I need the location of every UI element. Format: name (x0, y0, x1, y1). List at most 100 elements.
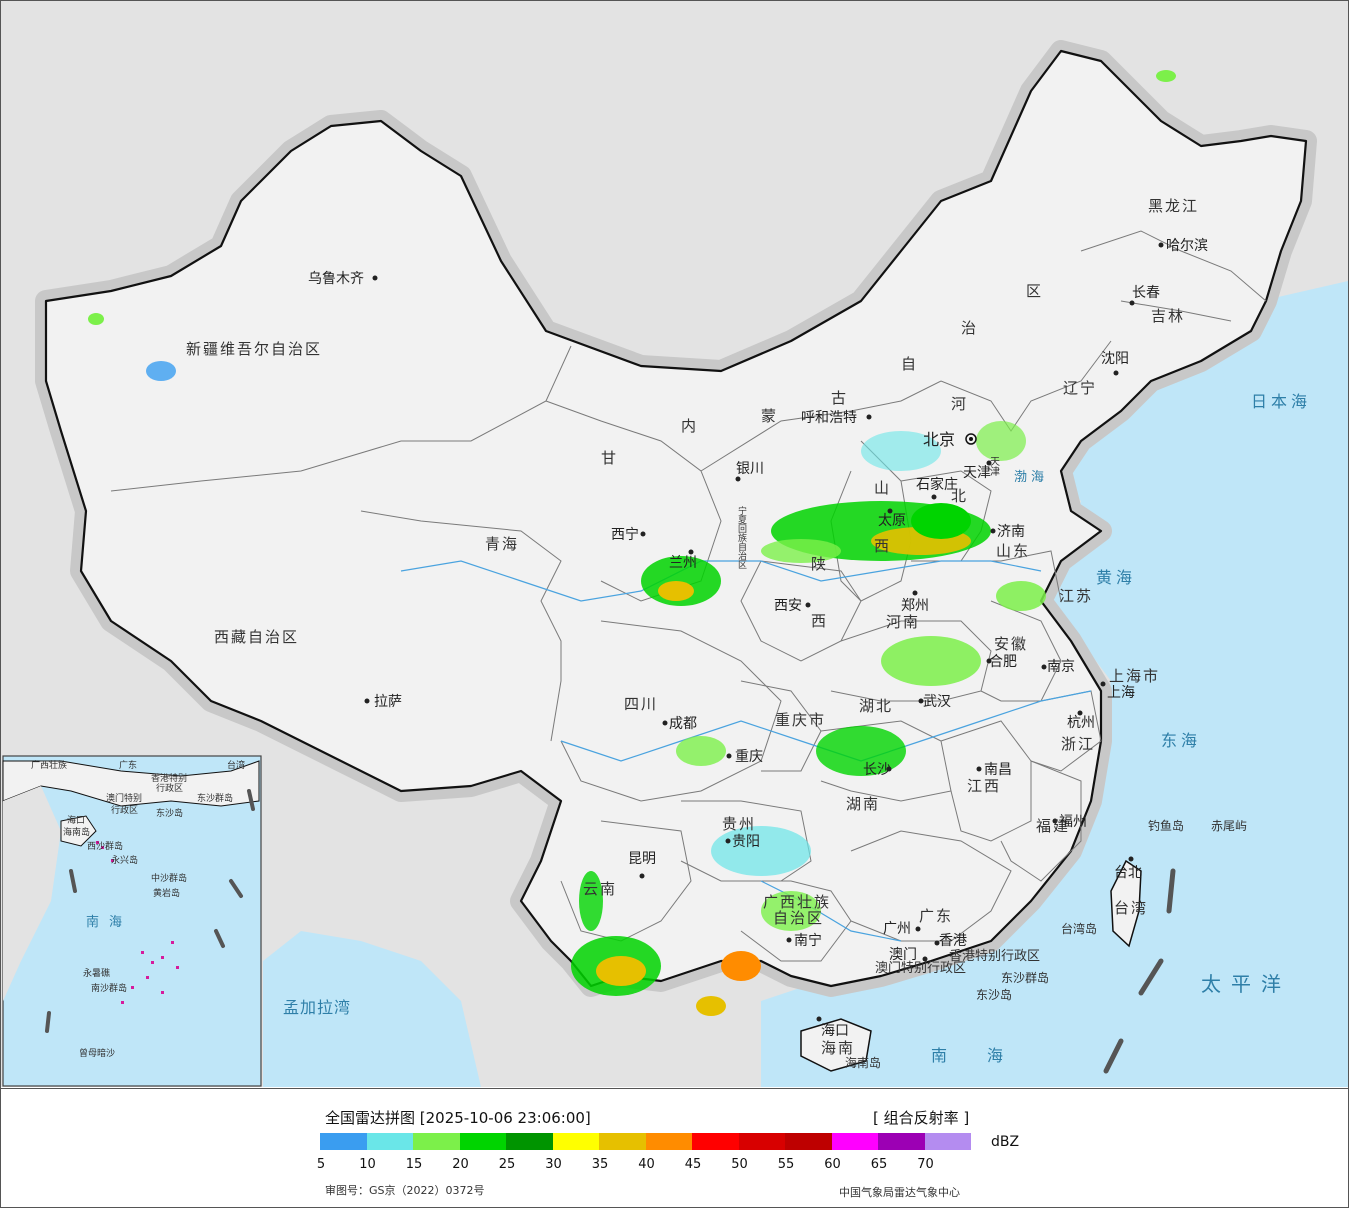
city-label: 海口 (821, 1023, 849, 1039)
island-label: 台湾岛 (1061, 921, 1097, 936)
province-label: 西 (811, 612, 828, 630)
province-label: 古 (831, 389, 848, 407)
city-label: 乌鲁木齐 (308, 271, 364, 287)
province-label: 河南 (886, 613, 920, 631)
agency-name: 中国气象局雷达气象中心 (839, 1186, 960, 1199)
province-label: 山东 (996, 542, 1030, 560)
island-label: 东沙岛 (976, 987, 1012, 1002)
scale-tick-label: 30 (545, 1157, 562, 1172)
color-swatch (599, 1133, 646, 1150)
inset-label: 海南岛 (63, 826, 90, 838)
color-swatch (878, 1133, 925, 1150)
inset-label: 黄岩岛 (153, 887, 180, 899)
inset-label: 永暑礁 (83, 967, 110, 979)
hainan-island (800, 1018, 872, 1072)
province-label: 广西壮族 (763, 893, 831, 911)
province-label: 湖北 (859, 697, 893, 715)
dash-line-segments (1103, 868, 1176, 1074)
inset-label: 东沙群岛 (197, 792, 233, 804)
map-approval-number: 审图号：GS京（2022）0372号 (325, 1184, 485, 1197)
city-label: 上海 (1107, 685, 1135, 701)
color-scale-ticks: 5 10 15 20 25 30 35 40 45 50 55 60 65 70 (301, 1157, 1001, 1177)
province-label: 贵州 (722, 815, 756, 833)
color-swatch (506, 1133, 553, 1150)
city-label: 合肥 (989, 654, 1017, 670)
province-label: 西 (874, 537, 891, 555)
scale-tick-label: 10 (359, 1157, 376, 1172)
city-label: 沈阳 (1101, 351, 1129, 367)
province-label: 青海 (485, 535, 519, 553)
japan-sea-area (1221, 331, 1348, 461)
province-label: 河 (951, 395, 968, 413)
color-swatch (831, 1133, 878, 1150)
color-swatch (692, 1133, 739, 1150)
color-swatch (738, 1133, 785, 1150)
city-label: 太原 (878, 513, 906, 529)
scale-tick-label: 20 (452, 1157, 469, 1172)
city-label: 长沙 (863, 762, 891, 778)
island-label: 东沙群岛 (1001, 970, 1049, 985)
sea-label: 黄海 (1096, 568, 1136, 587)
bay-of-bengal-area (263, 931, 481, 1087)
inset-label: 西沙群岛 (87, 840, 123, 852)
china-land (44, 49, 1308, 988)
inset-label: 行政区 (156, 782, 183, 794)
province-label: 自 (901, 355, 918, 373)
city-label: 石家庄 (916, 476, 958, 493)
province-label: 重庆市 (775, 711, 826, 729)
scale-tick-label: 65 (870, 1157, 888, 1172)
province-label: 江西 (967, 777, 1001, 795)
sea-labels: 日本海 黄海 渤海 东海 太平洋 南海 孟加拉湾 (283, 392, 1311, 1065)
province-label: 宁夏回族自治区 (736, 505, 747, 569)
city-label: 呼和浩特 (801, 410, 857, 426)
city-label: 北京 (923, 430, 955, 449)
city-label: 拉萨 (374, 694, 402, 710)
city-dots (364, 242, 1164, 1022)
province-label: 西藏自治区 (214, 628, 299, 646)
province-label: 新疆维吾尔自治区 (186, 340, 322, 358)
inset-label: 广东 (119, 759, 137, 771)
province-label: 山 (874, 479, 891, 497)
color-swatch (459, 1133, 506, 1150)
province-label: 香港特别行政区 (949, 949, 1040, 964)
inset-label: 南海 (86, 914, 132, 930)
island-labels: 钓鱼岛 赤尾屿 台湾岛 东沙群岛 东沙岛 海南岛 (845, 818, 1247, 1070)
city-label: 武汉 (923, 694, 951, 710)
island-label: 海南岛 (845, 1055, 881, 1070)
city-label: 银川 (736, 461, 764, 477)
city-label: 杭州 (1067, 715, 1095, 731)
sea-label: 东海 (1161, 731, 1201, 750)
beijing-capital-marker (965, 433, 977, 445)
scale-tick-label: 45 (684, 1157, 702, 1172)
province-label: 吉林 (1151, 307, 1185, 325)
scale-tick-label: 15 (405, 1157, 423, 1172)
province-label: 上海市 (1109, 667, 1160, 685)
color-swatch (366, 1133, 413, 1150)
sea-label: 渤海 (1014, 469, 1048, 485)
scale-tick-label: 70 (917, 1157, 934, 1172)
city-label: 南宁 (794, 932, 822, 949)
inset-label: 曾母暗沙 (79, 1047, 115, 1059)
scale-tick-label: 5 (316, 1157, 326, 1172)
product-label: [ 组合反射率 ] (873, 1109, 970, 1127)
city-label: 兰州 (669, 555, 697, 571)
sea-label: 日本海 (1251, 392, 1311, 411)
city-label: 哈尔滨 (1166, 238, 1208, 254)
city-label: 广州 (883, 921, 911, 937)
city-label: 昆明 (628, 851, 656, 867)
color-swatch (645, 1133, 692, 1150)
color-swatch (320, 1133, 367, 1150)
island-label: 赤尾屿 (1211, 819, 1247, 833)
province-label: 湖南 (846, 795, 880, 813)
inset-label: 海口 (67, 814, 85, 826)
inset-label: 行政区 (111, 804, 138, 816)
color-swatch (924, 1133, 971, 1150)
taiwan-island (1110, 859, 1142, 948)
sea-label: 太平洋 (1201, 972, 1291, 996)
inset-label: 澳门特别 (106, 792, 142, 804)
radar-echoes (88, 70, 1176, 1016)
province-labels: 新疆维吾尔自治区 西藏自治区 青海 甘 内 蒙 古 自 治 区 黑龙江 吉林 辽… (186, 197, 1197, 1057)
sea-label: 南海 (931, 1046, 1043, 1065)
inset-label: 香港特别 (151, 772, 187, 784)
city-label: 南京 (1047, 659, 1075, 675)
